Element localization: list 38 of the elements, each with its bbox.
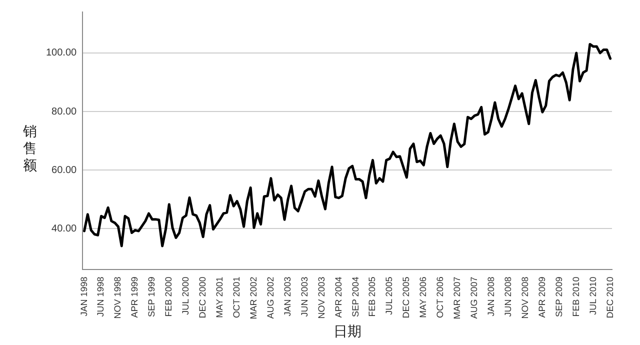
x-tick-label: DEC 2005 (401, 276, 412, 318)
x-tick-label: APR 2009 (536, 276, 547, 318)
x-tick-label: OCT 2001 (231, 276, 242, 318)
x-tick-label: NOV 1998 (112, 276, 123, 319)
x-tick-label: JAN 2008 (486, 276, 496, 316)
x-tick-label: AUG 2007 (469, 276, 480, 319)
x-tick-label: SEP 2009 (554, 276, 564, 318)
x-tick-label: SEP 1999 (146, 276, 157, 318)
x-tick-label: DEC 2010 (604, 276, 615, 318)
x-tick-label: FEB 2010 (570, 276, 581, 317)
x-tick-label: SEP 2004 (350, 276, 360, 318)
x-tick-label: NOV 2008 (520, 276, 530, 319)
x-tick-label: AUG 2002 (265, 276, 276, 319)
x-tick-label: JUN 2008 (502, 276, 513, 317)
x-tick-label: FEB 2005 (367, 276, 378, 317)
y-tick-label: 80.00 (52, 106, 78, 118)
x-tick-label: APR 1999 (130, 276, 140, 318)
x-tick-label: MAY 2001 (214, 276, 225, 318)
y-tick-label: 100.00 (46, 48, 78, 59)
x-tick-label: JAN 2003 (282, 276, 292, 316)
y-axis-title: 销售额 (22, 124, 38, 175)
x-tick-label: OCT 2006 (435, 276, 446, 318)
x-tick-label: MAY 2006 (418, 276, 428, 318)
x-tick-label: JUL 2005 (384, 276, 394, 315)
x-tick-label: JUL 2010 (588, 276, 598, 315)
x-tick-label: MAR 2007 (452, 276, 462, 320)
y-tick-label: 40.00 (52, 223, 78, 234)
y-tick-label: 60.00 (52, 164, 78, 176)
x-tick-label: FEB 2000 (164, 276, 174, 317)
x-tick-label: JUL 2000 (180, 276, 191, 315)
x-tick-label: JAN 1998 (78, 276, 89, 316)
x-axis-title: 日期 (333, 324, 362, 340)
x-tick-label: JUN 1998 (96, 276, 106, 317)
x-tick-label: JUN 2003 (299, 276, 310, 317)
x-tick-label: NOV 2003 (316, 276, 326, 319)
x-tick-label: MAR 2002 (248, 276, 258, 320)
x-tick-label: DEC 2000 (198, 276, 208, 318)
x-tick-label: APR 2004 (333, 276, 344, 318)
